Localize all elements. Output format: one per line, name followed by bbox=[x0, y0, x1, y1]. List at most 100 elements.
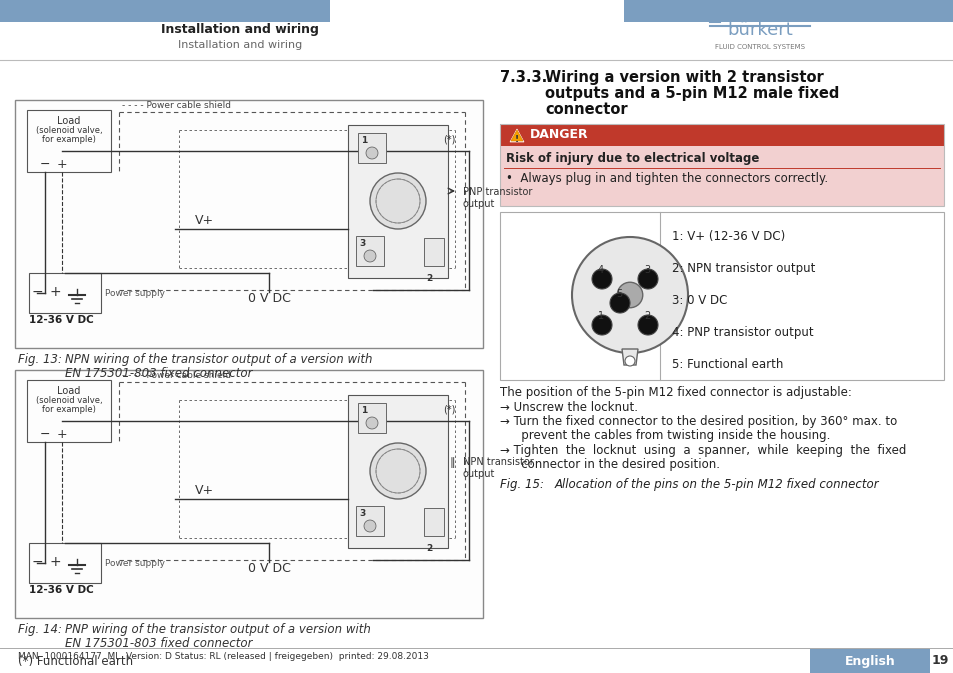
Text: −: − bbox=[40, 158, 51, 171]
Text: Allocation of the pins on the 5-pin M12 fixed connector: Allocation of the pins on the 5-pin M12 … bbox=[555, 478, 879, 491]
Text: 2: 2 bbox=[426, 274, 432, 283]
Bar bbox=[0, 0, 330, 22]
Text: 4: PNP transistor output: 4: PNP transistor output bbox=[671, 326, 813, 339]
Text: - - - - Power cable shield: - - - - Power cable shield bbox=[122, 101, 231, 110]
Bar bbox=[348, 125, 448, 278]
Bar bbox=[27, 380, 111, 442]
Text: NPN wiring of the transistor output of a version with: NPN wiring of the transistor output of a… bbox=[65, 353, 372, 366]
Text: +: + bbox=[50, 285, 61, 299]
Text: for example): for example) bbox=[42, 405, 96, 414]
Text: Wiring a version with 2 transistor: Wiring a version with 2 transistor bbox=[544, 70, 822, 85]
Text: −: − bbox=[31, 555, 43, 569]
Text: Installation and wiring: Installation and wiring bbox=[161, 24, 318, 36]
Bar bbox=[29, 273, 101, 313]
Bar bbox=[499, 124, 943, 146]
Text: Fig. 13:: Fig. 13: bbox=[18, 353, 62, 366]
Text: −: − bbox=[40, 428, 51, 441]
Text: !: ! bbox=[515, 135, 518, 143]
Circle shape bbox=[624, 356, 635, 366]
Bar bbox=[348, 395, 448, 548]
Bar bbox=[499, 124, 943, 206]
Text: for example): for example) bbox=[42, 135, 96, 144]
Text: 7.3.3.: 7.3.3. bbox=[499, 70, 547, 85]
Text: 2: 2 bbox=[643, 311, 650, 321]
Text: connector: connector bbox=[544, 102, 627, 117]
Text: 2: 2 bbox=[426, 544, 432, 553]
Text: (*): (*) bbox=[442, 404, 455, 414]
Text: 0 V DC: 0 V DC bbox=[247, 292, 290, 305]
Bar bbox=[357, 403, 386, 433]
Text: → Tighten  the  locknut  using  a  spanner,  while  keeping  the  fixed: → Tighten the locknut using a spanner, w… bbox=[499, 444, 905, 457]
Text: 2: NPN transistor output: 2: NPN transistor output bbox=[671, 262, 815, 275]
Text: bürkert: bürkert bbox=[726, 21, 792, 39]
Circle shape bbox=[617, 282, 642, 308]
Text: (*): (*) bbox=[442, 134, 455, 144]
Circle shape bbox=[638, 269, 658, 289]
Text: → Unscrew the locknut.: → Unscrew the locknut. bbox=[499, 401, 638, 414]
Polygon shape bbox=[510, 129, 523, 142]
Text: 5: 5 bbox=[616, 289, 621, 299]
Text: DANGER: DANGER bbox=[530, 129, 588, 141]
Circle shape bbox=[592, 269, 612, 289]
Circle shape bbox=[370, 173, 426, 229]
Bar bbox=[15, 370, 482, 618]
Text: 4: 4 bbox=[598, 265, 603, 275]
Circle shape bbox=[366, 147, 377, 159]
Text: Risk of injury due to electrical voltage: Risk of injury due to electrical voltage bbox=[505, 152, 759, 165]
Bar bbox=[357, 133, 386, 163]
Circle shape bbox=[592, 315, 612, 335]
Bar bbox=[355, 236, 384, 266]
Text: Installation and wiring: Installation and wiring bbox=[177, 40, 302, 50]
Text: - - - - Power cable shield: - - - - Power cable shield bbox=[122, 371, 231, 380]
Text: 5: Functional earth: 5: Functional earth bbox=[671, 358, 782, 371]
Text: +: + bbox=[50, 555, 61, 569]
Text: MAN  1000164177  ML  Version: D Status: RL (released | freigegeben)  printed: 29: MAN 1000164177 ML Version: D Status: RL … bbox=[18, 652, 429, 661]
Bar bbox=[499, 212, 943, 380]
Polygon shape bbox=[621, 349, 638, 365]
Bar bbox=[29, 543, 101, 583]
Circle shape bbox=[609, 293, 629, 313]
Circle shape bbox=[364, 520, 375, 532]
Text: prevent the cables from twisting inside the housing.: prevent the cables from twisting inside … bbox=[510, 429, 829, 442]
Text: (solenoid valve,: (solenoid valve, bbox=[35, 126, 102, 135]
Text: 3: 3 bbox=[358, 239, 365, 248]
Text: 19: 19 bbox=[930, 655, 947, 668]
Bar bbox=[423, 508, 443, 536]
Circle shape bbox=[572, 237, 687, 353]
Text: −: − bbox=[31, 285, 43, 299]
Bar bbox=[423, 238, 443, 266]
Text: Load: Load bbox=[57, 386, 81, 396]
Text: English: English bbox=[843, 655, 895, 668]
Text: EN 175301-803 fixed connector: EN 175301-803 fixed connector bbox=[65, 637, 253, 650]
Circle shape bbox=[638, 315, 658, 335]
Text: connector in the desired position.: connector in the desired position. bbox=[510, 458, 720, 471]
Text: (*) Functional earth: (*) Functional earth bbox=[18, 655, 133, 668]
Polygon shape bbox=[511, 130, 522, 141]
Circle shape bbox=[364, 250, 375, 262]
Text: outputs and a 5-pin M12 male fixed: outputs and a 5-pin M12 male fixed bbox=[544, 86, 839, 101]
Text: 3: 3 bbox=[643, 265, 649, 275]
Text: 1: V+ (12-36 V DC): 1: V+ (12-36 V DC) bbox=[671, 230, 784, 243]
Text: Power supply: Power supply bbox=[105, 289, 165, 297]
Text: V+: V+ bbox=[194, 214, 213, 227]
Circle shape bbox=[366, 417, 377, 429]
Bar bbox=[809, 649, 929, 673]
Text: → Turn the fixed connector to the desired position, by 360° max. to: → Turn the fixed connector to the desire… bbox=[499, 415, 897, 428]
Text: 3: 3 bbox=[358, 509, 365, 518]
Text: FLUID CONTROL SYSTEMS: FLUID CONTROL SYSTEMS bbox=[714, 44, 804, 50]
Text: Fig. 14:: Fig. 14: bbox=[18, 623, 62, 636]
Bar bbox=[355, 506, 384, 536]
Text: EN 175301-803 fixed connector: EN 175301-803 fixed connector bbox=[65, 367, 253, 380]
Text: 12-36 V DC: 12-36 V DC bbox=[29, 315, 93, 325]
Circle shape bbox=[370, 443, 426, 499]
Bar bbox=[623, 0, 953, 22]
Bar bbox=[27, 110, 111, 172]
Text: +: + bbox=[56, 428, 68, 441]
Text: (solenoid valve,: (solenoid valve, bbox=[35, 396, 102, 405]
Text: PNP wiring of the transistor output of a version with: PNP wiring of the transistor output of a… bbox=[65, 623, 371, 636]
Text: ∥: ∥ bbox=[450, 457, 456, 468]
Text: NPN transistor
output: NPN transistor output bbox=[462, 457, 533, 479]
Text: PNP transistor
output: PNP transistor output bbox=[462, 187, 532, 209]
Text: Power supply: Power supply bbox=[105, 559, 165, 567]
Text: 1: 1 bbox=[598, 311, 603, 321]
